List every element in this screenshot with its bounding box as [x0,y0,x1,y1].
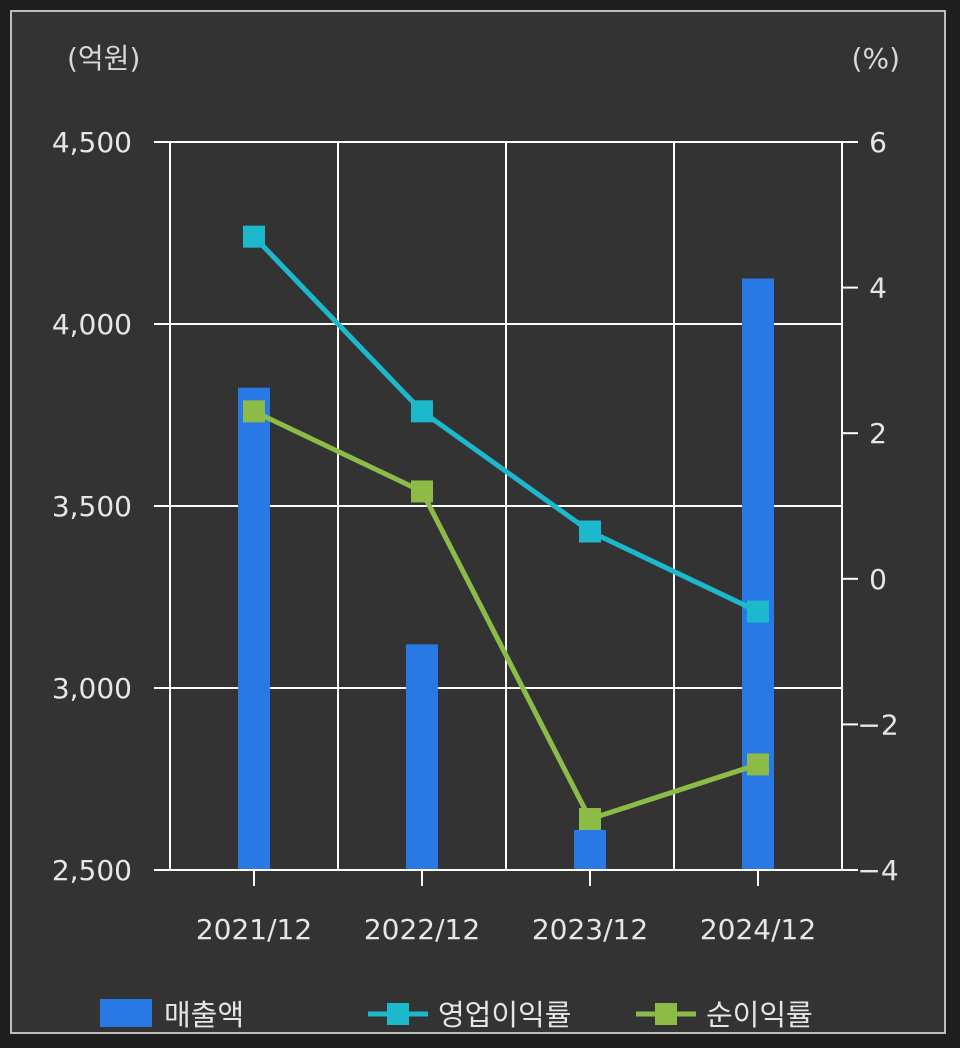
marker-순이익률-2021/12 [243,400,265,423]
legend-marker-순이익률 [655,1003,677,1025]
left-tick-label: 4,000 [52,308,132,341]
axes: 2,500 3,000 3,500 4,000 4,500 −4 −2 0 2 4 6 2021/12… [52,126,899,946]
x-tick-label: 2022/12 [364,913,480,946]
left-tick-label: 2,500 [52,854,132,887]
marker-순이익률-2022/12 [411,480,433,503]
bar-2022/12 [406,644,438,870]
line-순이익률 [252,409,759,822]
legend-label-순이익률: 순이익률 [706,998,813,1032]
left-tick-label: 4,500 [52,126,132,159]
left-tick-label: 3,000 [52,672,132,705]
line-영업이익률 [252,234,760,614]
legend-swatch-매출액 [100,999,152,1027]
marker-영업이익률-2022/12 [411,400,433,423]
chart-frame: (억원) (%) 2,500 3,000 3,500 4,000 4,500 −4 −2 0 2… [10,10,946,1034]
right-tick-label: 0 [869,563,887,596]
combo-chart: (억원) (%) 2,5003,0003,5004,0004,500−4−202… [52,42,900,1032]
right-tick-label: 6 [869,126,887,159]
marker-영업이익률-2023/12 [579,520,601,543]
x-tick-label: 2023/12 [532,913,648,946]
marker-영업이익률-2021/12 [243,225,265,248]
marker-순이익률-2023/12 [579,808,601,831]
right-axis-unit: (%) [852,42,900,75]
right-tick-label: 2 [869,417,887,450]
left-tick-label: 3,500 [52,490,132,523]
lines [243,225,769,831]
bar-2021/12 [238,387,270,870]
marker-영업이익률-2024/12 [747,600,769,623]
legend-label-영업이익률: 영업이익률 [438,998,571,1032]
legend-marker-영업이익률 [387,1003,409,1025]
legend: 매출액 영업이익률 순이익률 [100,998,813,1032]
x-tick-label: 2021/12 [196,913,312,946]
bars [238,278,774,870]
right-tick-label: 4 [869,272,887,305]
bar-2024/12 [742,278,774,870]
x-tick-label: 2024/12 [700,913,816,946]
right-tick-label: −4 [857,854,898,887]
left-axis-unit: (억원) [67,42,140,75]
marker-순이익률-2024/12 [747,753,769,776]
bar-2023/12 [574,829,606,870]
legend-label-매출액: 매출액 [164,998,244,1032]
right-tick-label: −2 [857,708,898,741]
